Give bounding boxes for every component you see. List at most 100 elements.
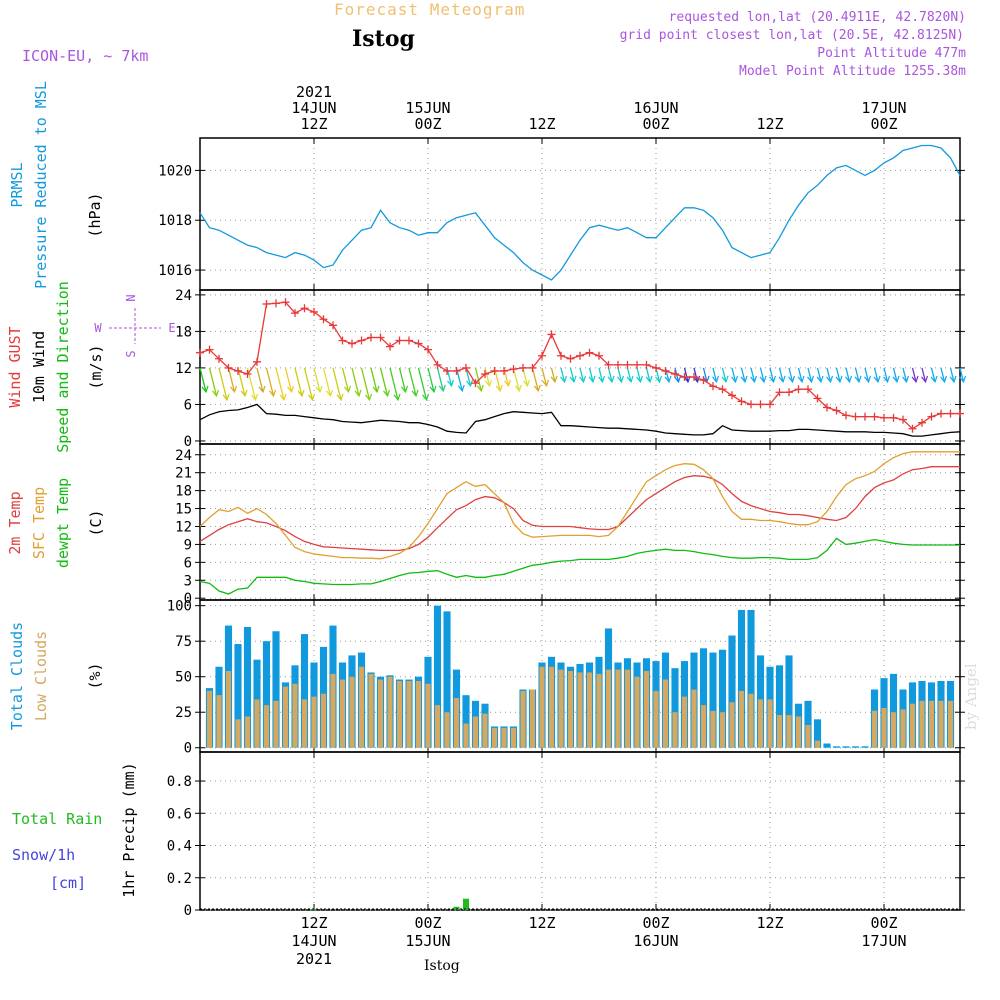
gust-line-point	[262, 300, 271, 308]
wind-direction-arrowhead	[251, 393, 259, 402]
gust-line-point	[832, 406, 841, 415]
pressure-ylabel: Pressure Reduced to MSL	[32, 81, 50, 289]
low-cloud-bar	[282, 686, 289, 748]
clouds-ytick-label: 25	[175, 705, 192, 721]
low-cloud-bar	[767, 699, 773, 748]
low-cloud-bar	[235, 719, 241, 748]
wind-direction-arrow	[493, 367, 501, 392]
low-cloud-bar	[206, 690, 213, 748]
temperature-ytick-label: 24	[175, 448, 192, 464]
gust-line-point	[766, 400, 774, 409]
gust-line-point	[633, 360, 641, 369]
wind-direction-arrowhead	[485, 379, 493, 388]
gust-line-point	[785, 388, 793, 397]
gust-line-point	[424, 345, 432, 354]
low-cloud-bar	[900, 709, 906, 748]
total-cloud-bar	[462, 695, 470, 748]
temperature-ytick-label: 21	[175, 466, 192, 482]
wind-direction-arrowhead	[759, 375, 767, 384]
low-cloud-bar	[672, 712, 678, 748]
chart-panels: 1016101810200612182403691215182124025507…	[158, 137, 965, 919]
low-cloud-bar	[586, 672, 593, 748]
gust-line-point	[205, 345, 214, 354]
gust-line-point	[319, 315, 328, 324]
wind-direction-arrowhead	[797, 375, 805, 384]
wind-direction-arrow	[284, 367, 293, 393]
bottom-time-label: 14JUN	[291, 932, 336, 950]
gust-line-point	[357, 336, 366, 345]
gust-line-point	[414, 339, 423, 348]
low-cloud-bar	[890, 712, 897, 748]
bottom-time-label: 00Z	[414, 914, 441, 932]
wind-ylabel: Speed and Direction	[54, 281, 72, 453]
wind-direction-arrowhead	[393, 393, 401, 402]
dewpoint-line	[199, 537, 960, 595]
location-title: Istog	[352, 26, 415, 52]
wind-direction-arrow	[218, 367, 228, 401]
low-cloud-bar	[539, 666, 545, 748]
wind-direction-arrow	[427, 367, 435, 393]
gust-line-point	[405, 336, 413, 345]
wind-direction-arrow	[816, 367, 822, 383]
temperature-ylabel: SFC Temp	[30, 487, 48, 559]
pressure-ytick-label: 1018	[158, 213, 192, 229]
wind-direction-arrowhead	[788, 375, 796, 384]
wind-direction-arrow	[588, 367, 594, 383]
sfc-temp-line	[199, 451, 960, 560]
wind-direction-arrowhead	[212, 389, 220, 398]
compass-west: W	[94, 321, 102, 335]
low-cloud-bar	[928, 700, 935, 748]
gust-line-point	[576, 351, 584, 360]
low-cloud-bar	[292, 683, 298, 748]
wind-direction-arrowhead	[523, 379, 531, 388]
low-cloud-bar	[615, 669, 621, 748]
clouds-ytick-label: 0	[184, 741, 192, 757]
low-cloud-bar	[577, 672, 583, 748]
total-cloud-bar	[243, 626, 252, 748]
gust-line-point	[937, 409, 945, 418]
top-time-label: 12Z	[528, 115, 555, 133]
temperature-ylabel: 2m Temp	[6, 491, 24, 554]
pressure-line	[199, 144, 961, 281]
wind-ytick-label: 6	[184, 397, 192, 413]
temperature-ytick-label: 12	[175, 519, 192, 535]
gust-line-point	[927, 412, 936, 421]
precip-ytick-label: 0.8	[167, 774, 192, 790]
pressure-ytick-label: 1020	[158, 163, 192, 179]
wind-direction-arrow	[398, 367, 407, 393]
low-cloud-bar	[387, 676, 393, 748]
wind-direction-arrowhead	[959, 375, 967, 384]
gust-line-point	[528, 363, 537, 372]
total-cloud-bar	[832, 746, 841, 748]
gust-line-point	[908, 424, 917, 433]
wind-direction-arrowhead	[873, 375, 881, 384]
gust-line-point	[804, 385, 812, 394]
gust-line-point	[861, 412, 869, 421]
wind-direction-arrowhead	[626, 375, 634, 384]
wind-direction-arrowhead	[411, 389, 419, 398]
clouds-ytick-label: 75	[175, 634, 192, 650]
low-cloud-bar	[301, 699, 308, 748]
total-cloud-bar	[842, 746, 850, 748]
precip-ytick-label: 0.6	[167, 806, 192, 822]
gust-line-point	[253, 357, 261, 366]
wind-direction-arrowhead	[655, 375, 663, 384]
wind-direction-arrow	[417, 367, 428, 401]
wind-direction-arrow	[902, 367, 908, 383]
gust-line-point	[870, 412, 879, 421]
total-cloud-bar	[300, 634, 309, 748]
pressure-ylabel: PRMSL	[8, 162, 26, 207]
wind-direction-arrowhead	[504, 379, 512, 388]
low-cloud-bar	[805, 725, 811, 748]
precip-ylabel: 1hr Precip (mm)	[120, 762, 138, 897]
wind-direction-arrowhead	[269, 389, 277, 398]
wind-direction-arrow	[645, 367, 651, 383]
total-cloud-bar	[775, 665, 784, 748]
low-cloud-bar	[909, 703, 916, 748]
total-cloud-bar	[747, 609, 755, 748]
gust-line-point	[595, 351, 603, 360]
gust-line-point	[946, 409, 955, 418]
wind-direction-arrow	[465, 367, 472, 387]
gust-line-point	[889, 413, 898, 422]
